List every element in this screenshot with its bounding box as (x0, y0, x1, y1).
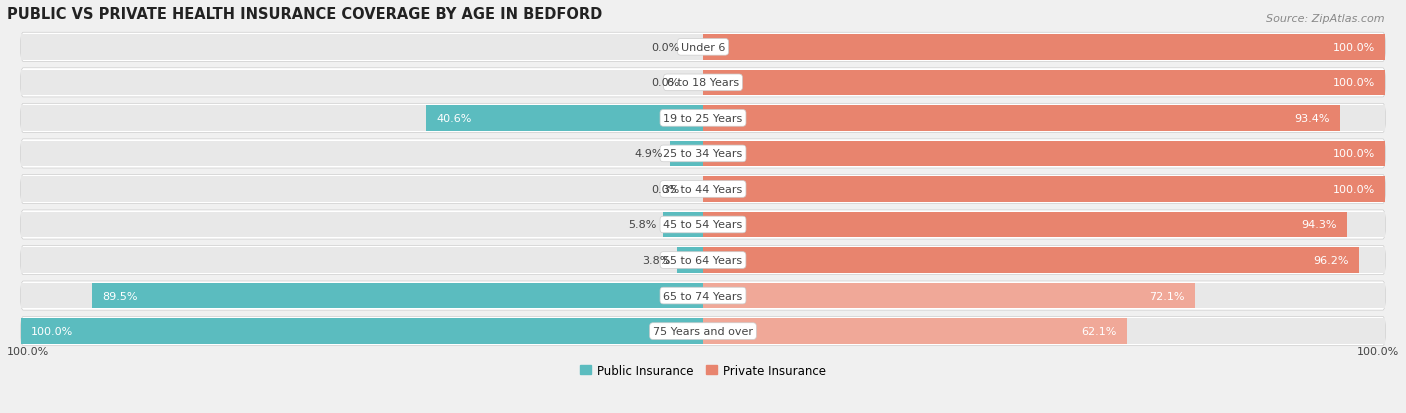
Text: 45 to 54 Years: 45 to 54 Years (664, 220, 742, 230)
Bar (703, 212, 1385, 238)
Bar (703, 106, 1385, 131)
FancyBboxPatch shape (21, 140, 1385, 169)
Text: 100.0%: 100.0% (31, 326, 73, 336)
Bar (703, 212, 1347, 238)
Text: 89.5%: 89.5% (103, 291, 138, 301)
Bar (21, 70, 703, 96)
Bar (703, 35, 1385, 60)
Text: 100.0%: 100.0% (1333, 43, 1375, 53)
FancyBboxPatch shape (21, 104, 1385, 133)
Text: 100.0%: 100.0% (1357, 346, 1399, 356)
FancyBboxPatch shape (21, 33, 1385, 62)
Bar (703, 35, 1385, 60)
Text: Source: ZipAtlas.com: Source: ZipAtlas.com (1267, 14, 1385, 24)
Bar (703, 177, 1385, 202)
Text: 62.1%: 62.1% (1081, 326, 1116, 336)
Text: 93.4%: 93.4% (1295, 114, 1330, 123)
Text: 72.1%: 72.1% (1149, 291, 1185, 301)
Bar (703, 248, 1385, 273)
Bar (21, 35, 703, 60)
Text: 3.8%: 3.8% (643, 255, 671, 266)
Bar (21, 248, 703, 273)
Text: 55 to 64 Years: 55 to 64 Years (664, 255, 742, 266)
Legend: Public Insurance, Private Insurance: Public Insurance, Private Insurance (575, 359, 831, 382)
Text: 35 to 44 Years: 35 to 44 Years (664, 185, 742, 195)
Bar (703, 106, 1340, 131)
Text: 100.0%: 100.0% (1333, 78, 1375, 88)
Bar (703, 248, 1360, 273)
FancyBboxPatch shape (21, 69, 1385, 98)
Text: Under 6: Under 6 (681, 43, 725, 53)
Text: 75 Years and over: 75 Years and over (652, 326, 754, 336)
Text: 40.6%: 40.6% (436, 114, 471, 123)
FancyBboxPatch shape (21, 175, 1385, 204)
Text: 0.0%: 0.0% (651, 78, 679, 88)
Bar (703, 141, 1385, 167)
Bar (703, 283, 1195, 309)
Bar (21, 141, 703, 167)
Bar (678, 248, 703, 273)
Text: PUBLIC VS PRIVATE HEALTH INSURANCE COVERAGE BY AGE IN BEDFORD: PUBLIC VS PRIVATE HEALTH INSURANCE COVER… (7, 7, 602, 22)
Text: 65 to 74 Years: 65 to 74 Years (664, 291, 742, 301)
Text: 6 to 18 Years: 6 to 18 Years (666, 78, 740, 88)
Text: 19 to 25 Years: 19 to 25 Years (664, 114, 742, 123)
Bar (426, 106, 703, 131)
Bar (703, 177, 1385, 202)
Text: 25 to 34 Years: 25 to 34 Years (664, 149, 742, 159)
Bar (664, 212, 703, 238)
Bar (703, 70, 1385, 96)
Bar (703, 283, 1385, 309)
Bar (21, 212, 703, 238)
Bar (703, 318, 1385, 344)
Bar (669, 141, 703, 167)
Text: 0.0%: 0.0% (651, 185, 679, 195)
Bar (703, 70, 1385, 96)
FancyBboxPatch shape (21, 210, 1385, 240)
Bar (703, 318, 1126, 344)
Text: 94.3%: 94.3% (1301, 220, 1336, 230)
Bar (21, 318, 703, 344)
Text: 100.0%: 100.0% (1333, 185, 1375, 195)
Bar (93, 283, 703, 309)
Bar (21, 318, 703, 344)
Bar (21, 106, 703, 131)
FancyBboxPatch shape (21, 317, 1385, 346)
Text: 100.0%: 100.0% (7, 346, 49, 356)
Text: 0.0%: 0.0% (651, 43, 679, 53)
Text: 96.2%: 96.2% (1313, 255, 1350, 266)
FancyBboxPatch shape (21, 281, 1385, 311)
Text: 100.0%: 100.0% (1333, 149, 1375, 159)
Text: 4.9%: 4.9% (634, 149, 662, 159)
Bar (703, 141, 1385, 167)
FancyBboxPatch shape (21, 246, 1385, 275)
Bar (21, 283, 703, 309)
Bar (21, 177, 703, 202)
Text: 5.8%: 5.8% (628, 220, 657, 230)
